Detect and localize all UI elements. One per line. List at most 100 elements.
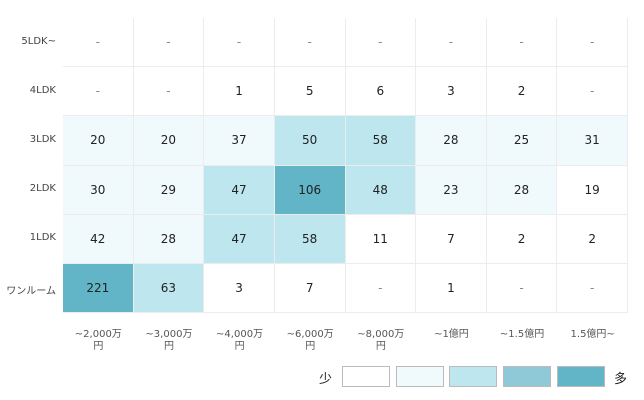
value-label: 63 [160, 281, 177, 296]
value-label: 20 [90, 133, 106, 148]
cell: 23 [416, 165, 487, 215]
missing-label: - [590, 281, 595, 296]
value-label: 7 [447, 231, 455, 246]
cell: 58 [274, 214, 346, 264]
cell: - [557, 18, 628, 68]
cell: 221 [63, 264, 134, 314]
missing-label: - [378, 35, 383, 50]
missing-label: - [95, 84, 100, 99]
value-label: 37 [231, 133, 247, 148]
cell: 20 [133, 116, 205, 166]
value-label: 6 [376, 84, 385, 99]
cell: - [63, 67, 134, 117]
cell: - [557, 264, 628, 314]
cell: 7 [416, 214, 487, 264]
missing-label: - [166, 35, 171, 50]
cell: - [133, 18, 205, 68]
missing-label: - [307, 35, 312, 50]
y-tick-label: 4LDK [29, 84, 56, 96]
value-label: 47 [231, 231, 247, 246]
value-label: 47 [231, 182, 247, 197]
value-label: 29 [160, 182, 177, 197]
missing-label: - [519, 281, 524, 296]
value-label: 2 [588, 231, 596, 246]
value-label: 28 [513, 182, 530, 197]
x-tick-label: ~6,000万円 [286, 329, 334, 352]
y-tick-label: 5LDK~ [21, 35, 56, 47]
value-label: 19 [584, 182, 600, 197]
value-label: 221 [86, 281, 110, 296]
x-tick-label: ~3,000万円 [145, 329, 193, 352]
missing-label: - [590, 35, 595, 50]
x-tick-label: ~1億円 [434, 329, 469, 340]
value-label: 48 [372, 182, 388, 197]
missing-label: - [378, 281, 383, 296]
cell: 1 [204, 67, 275, 117]
cell: 58 [345, 116, 417, 166]
value-label: 58 [372, 133, 388, 148]
cell: 28 [486, 165, 558, 215]
value-label: 11 [372, 231, 388, 246]
cell: 3 [204, 264, 275, 314]
cell: - [63, 18, 134, 68]
cell: 42 [63, 214, 134, 264]
value-label: 1 [447, 281, 455, 296]
value-label: 1 [235, 84, 243, 99]
cell: 63 [133, 264, 205, 314]
legend-swatch [503, 366, 552, 387]
cell: 28 [416, 116, 487, 166]
cell: 47 [204, 165, 275, 215]
legend-swatch [395, 366, 444, 387]
x-tick-label: ~1.5億円 [499, 329, 545, 340]
legend-low: 少 [319, 372, 333, 387]
value-label: 106 [298, 182, 322, 197]
cell: 29 [133, 165, 205, 215]
y-tick-label: ワンルーム [6, 285, 56, 297]
value-label: 7 [305, 281, 314, 296]
cell: - [557, 67, 628, 117]
cell: 2 [486, 214, 558, 264]
cell: 2 [557, 214, 628, 264]
cell: 1 [416, 264, 487, 314]
cell: 106 [274, 165, 346, 215]
legend-high: 多 [614, 372, 628, 387]
cell: 30 [63, 165, 134, 215]
cell: - [274, 18, 346, 68]
legend-swatch [342, 366, 390, 387]
value-label: 25 [513, 133, 530, 148]
value-label: 58 [302, 231, 318, 246]
cell: - [486, 264, 558, 314]
cell: 19 [557, 165, 628, 215]
cell: 7 [274, 264, 346, 314]
value-label: 3 [447, 84, 455, 99]
value-label: 2 [517, 84, 526, 99]
y-tick-label: 2LDK [29, 183, 56, 195]
cell: - [133, 67, 205, 117]
missing-label: - [448, 35, 454, 50]
cell: 2 [486, 67, 558, 117]
value-label: 20 [160, 133, 177, 148]
cell: - [204, 18, 275, 68]
value-label: 28 [443, 133, 459, 148]
value-label: 3 [235, 281, 243, 296]
value-label: 5 [305, 84, 314, 99]
cell: - [416, 18, 487, 68]
cell: 20 [63, 116, 134, 166]
legend-swatch [556, 366, 605, 387]
cell: 28 [133, 214, 205, 264]
cell: 31 [557, 116, 628, 166]
missing-label: - [95, 35, 100, 50]
cell: - [345, 18, 417, 68]
legend-swatch [449, 366, 498, 387]
missing-label: - [236, 35, 242, 50]
x-tick-label: 1.5億円~ [570, 329, 615, 340]
cell: 11 [345, 214, 417, 264]
value-label: 31 [584, 133, 600, 148]
cell: - [345, 264, 417, 314]
value-label: 28 [160, 231, 177, 246]
cell: - [486, 18, 558, 68]
missing-label: - [590, 84, 595, 99]
cell: 47 [204, 214, 275, 264]
value-label: 50 [302, 133, 318, 148]
